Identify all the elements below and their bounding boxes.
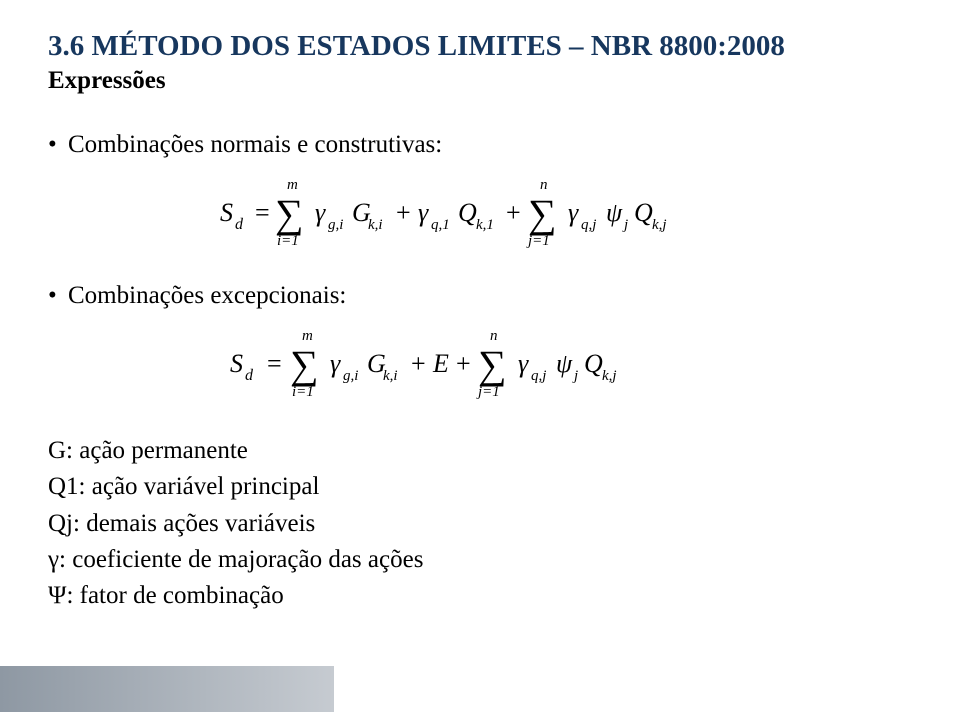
footer-gradient — [0, 666, 334, 712]
formula-excepcional: S d = m ∑ i=1 γ g,i G k,i + E + n ∑ j=1 … — [48, 328, 912, 405]
def-gamma: γ: coeficiente de majoração das ações — [48, 542, 912, 578]
f2-E: E — [432, 349, 449, 378]
f2-sum1-lower: i=1 — [292, 384, 314, 400]
f2-t1b-sub: k,i — [383, 368, 398, 384]
f2-sum2-lower: j=1 — [476, 384, 500, 400]
f1-eq: = — [255, 198, 270, 227]
formula-normal: S d = m ∑ i=1 γ g,i G k,i + γ q,1 Q k,1 … — [48, 177, 912, 254]
f1-sum1-lower: i=1 — [277, 233, 299, 249]
f1-t3b: ψ — [606, 198, 623, 227]
f1-t3b-sub: j — [622, 217, 628, 233]
bullet-normal: •Combinações normais e construtivas: — [48, 131, 912, 159]
f1-plus2: + — [506, 198, 521, 227]
f2-t3a: γ — [518, 349, 529, 378]
bullet-dot: • — [48, 282, 68, 310]
f1-lhs: S — [220, 198, 233, 227]
definitions-block: G: ação permanente Q1: ação variável pri… — [48, 433, 912, 614]
f1-sigma1: ∑ — [275, 191, 304, 236]
bullet-normal-text: Combinações normais e construtivas: — [68, 131, 442, 158]
bullet-dot: • — [48, 131, 68, 159]
def-qj: Qj: demais ações variáveis — [48, 506, 912, 542]
f2-lhs: S — [230, 349, 243, 378]
f2-eq: = — [267, 349, 282, 378]
f1-sigma2: ∑ — [528, 191, 557, 236]
f2-t3a-sub: q,j — [531, 368, 546, 384]
f2-lhs-sub: d — [245, 367, 254, 384]
f2-t3c-sub: k,j — [602, 368, 617, 384]
f2-t1a-sub: g,i — [343, 368, 358, 384]
f1-lhs-sub: d — [235, 216, 244, 233]
slide-container: 3.6 MÉTODO DOS ESTADOS LIMITES – NBR 880… — [0, 0, 960, 712]
f1-sum2-lower: j=1 — [526, 233, 550, 249]
f1-t2a-sub: q,1 — [431, 217, 450, 233]
def-g: G: ação permanente — [48, 433, 912, 469]
f1-t1b-sub: k,i — [368, 217, 383, 233]
f1-t1a: γ — [315, 198, 326, 227]
f1-t3a: γ — [568, 198, 579, 227]
footer-bar — [0, 666, 960, 712]
f2-t1a: γ — [330, 349, 341, 378]
page-subtitle: Expressões — [48, 67, 912, 95]
def-psi: Ψ: fator de combinação — [48, 578, 912, 614]
bullet-excepcional-text: Combinações excepcionais: — [68, 282, 346, 309]
f1-t2b: Q — [458, 198, 477, 227]
f2-t3b: ψ — [556, 349, 573, 378]
f1-t1a-sub: g,i — [328, 217, 343, 233]
bullet-excepcional: •Combinações excepcionais: — [48, 282, 912, 310]
f2-plus2: + — [456, 349, 471, 378]
f1-t3c-sub: k,j — [652, 217, 667, 233]
f1-t2b-sub: k,1 — [476, 217, 494, 233]
f1-plus1: + — [396, 198, 411, 227]
f2-plus1: + — [411, 349, 426, 378]
f2-sigma1: ∑ — [290, 342, 319, 387]
page-title: 3.6 MÉTODO DOS ESTADOS LIMITES – NBR 880… — [48, 30, 912, 63]
def-q1: Q1: ação variável principal — [48, 469, 912, 505]
f1-t3c: Q — [634, 198, 653, 227]
f1-t3a-sub: q,j — [581, 217, 596, 233]
f2-t3c: Q — [584, 349, 603, 378]
f2-sigma2: ∑ — [478, 342, 507, 387]
f2-t3b-sub: j — [572, 368, 578, 384]
f1-t2a: γ — [418, 198, 429, 227]
